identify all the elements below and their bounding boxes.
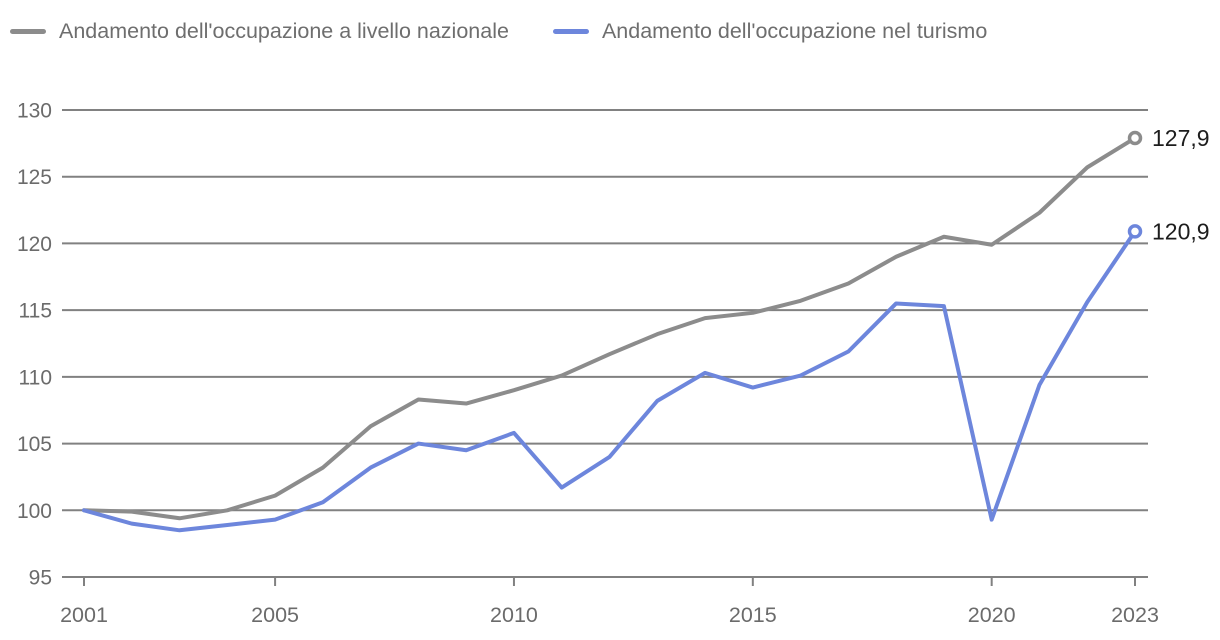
y-tick-label: 120 <box>17 233 52 256</box>
series-line-1 <box>82 229 1137 533</box>
legend-swatch-turismo-line <box>552 28 589 34</box>
y-tick-label: 125 <box>17 166 52 189</box>
y-tick-label: 105 <box>17 433 52 456</box>
legend-label-turismo: Andamento dell'occupazione nel turismo <box>601 19 988 43</box>
series-end-value-1: 120,9 <box>1152 218 1210 244</box>
x-tick-label: 2010 <box>490 603 538 627</box>
y-tick-label: 115 <box>19 300 52 323</box>
x-tick-label: 2020 <box>968 603 1016 627</box>
x-tick-label: 2023 <box>1111 603 1159 627</box>
x-tick-label: 2005 <box>251 603 299 627</box>
y-tick-label: 100 <box>17 500 52 523</box>
series-end-marker-0 <box>1127 130 1143 146</box>
series-end-marker-1 <box>1127 224 1143 239</box>
legend-swatch-nazionale-line <box>10 28 46 34</box>
series-line-0 <box>82 136 1137 521</box>
series-end-value-0: 127,9 <box>1152 125 1210 151</box>
y-tick-label: 130 <box>17 100 52 123</box>
x-tick-label: 2015 <box>729 603 777 627</box>
legend-item-nazionale: Andamento dell'occupazione a livello naz… <box>10 18 509 44</box>
y-tick-label: 110 <box>19 366 52 389</box>
x-tick-label: 2001 <box>60 603 108 627</box>
legend-label-nazionale: Andamento dell'occupazione a livello naz… <box>59 19 509 43</box>
chart-legend: Andamento dell'occupazione a livello naz… <box>10 18 987 44</box>
y-tick-label: 95 <box>29 567 52 590</box>
legend-item-turismo: Andamento dell'occupazione nel turismo <box>552 18 988 44</box>
